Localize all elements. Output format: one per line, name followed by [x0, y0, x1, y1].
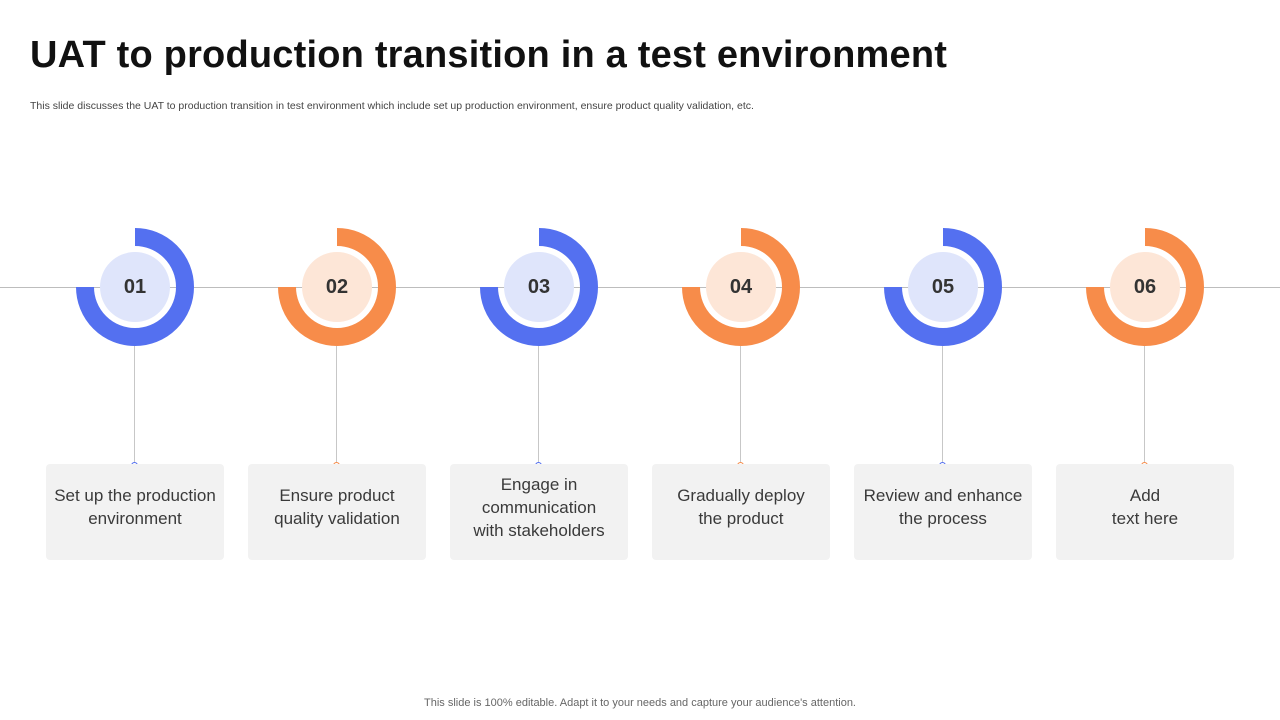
step-connector [1144, 346, 1145, 462]
slide-subtitle: This slide discusses the UAT to producti… [30, 100, 754, 112]
step-number: 02 [302, 252, 372, 322]
step-number: 01 [100, 252, 170, 322]
step-text-box: Gradually deploy the product [652, 464, 830, 560]
step-number: 06 [1110, 252, 1180, 322]
step-text-box: Review and enhance the process [854, 464, 1032, 560]
step-connector [134, 346, 135, 462]
ring-arc-icon [76, 228, 194, 346]
step-number: 05 [908, 252, 978, 322]
step-connector [336, 346, 337, 462]
step-connector [942, 346, 943, 462]
step-text-box: Engage in communication with stakeholder… [450, 464, 628, 560]
ring-arc-icon [1086, 228, 1204, 346]
step-connector [740, 346, 741, 462]
step-4[interactable]: 04 Gradually deploy the product [651, 228, 831, 560]
step-text-box: Add text here [1056, 464, 1234, 560]
footer-note: This slide is 100% editable. Adapt it to… [424, 697, 856, 709]
step-number: 03 [504, 252, 574, 322]
step-5[interactable]: 05 Review and enhance the process [853, 228, 1033, 560]
step-ring: 06 [1086, 228, 1204, 346]
step-connector [538, 346, 539, 462]
ring-arc-icon [480, 228, 598, 346]
step-1[interactable]: 01 Set up the production environment [45, 228, 225, 560]
step-ring: 03 [480, 228, 598, 346]
step-ring: 01 [76, 228, 194, 346]
step-6[interactable]: 06 Add text here [1055, 228, 1235, 560]
step-ring: 05 [884, 228, 1002, 346]
step-ring: 04 [682, 228, 800, 346]
timeline-line [0, 287, 1280, 288]
step-3[interactable]: 03 Engage in communication with stakehol… [449, 228, 629, 560]
ring-arc-icon [278, 228, 396, 346]
step-ring: 02 [278, 228, 396, 346]
ring-arc-icon [884, 228, 1002, 346]
step-text-box: Ensure product quality validation [248, 464, 426, 560]
ring-arc-icon [682, 228, 800, 346]
step-2[interactable]: 02 Ensure product quality validation [247, 228, 427, 560]
step-text-box: Set up the production environment [46, 464, 224, 560]
slide-title: UAT to production transition in a test e… [30, 34, 948, 76]
step-number: 04 [706, 252, 776, 322]
